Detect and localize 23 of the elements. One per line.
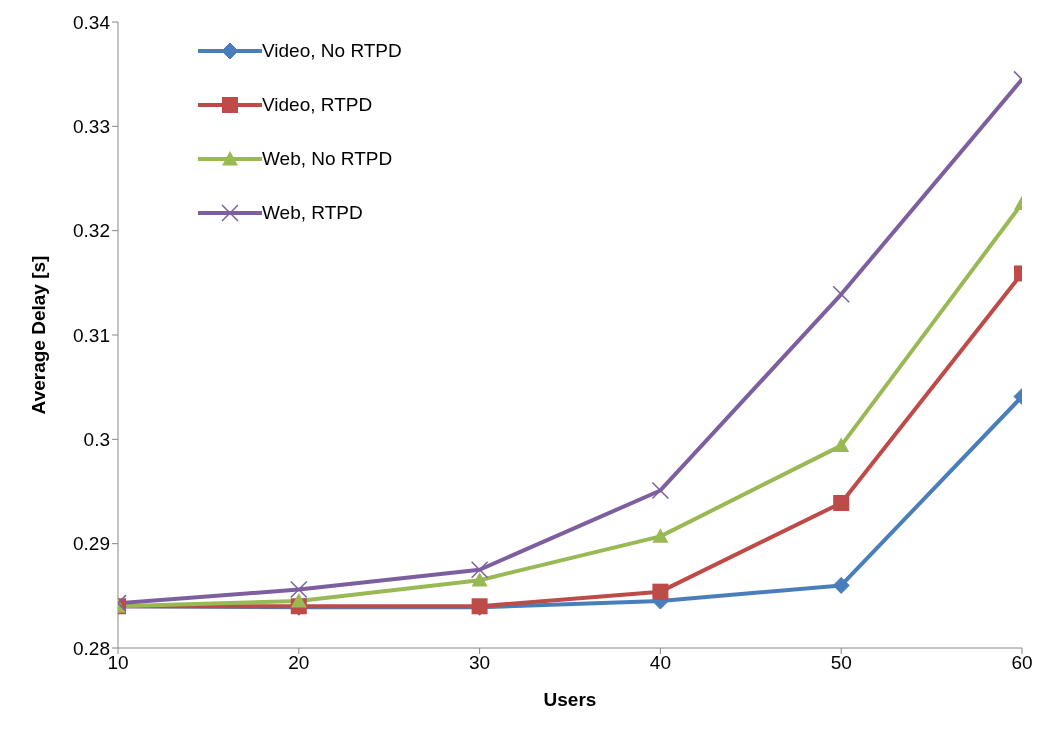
point [471,572,488,587]
y-tick-label: 0.33 [73,116,110,138]
legend-label: Web, RTPD [262,202,363,224]
point [652,583,669,600]
legend-label: Web, No RTPD [262,148,393,170]
x-tick-label: 20 [288,652,310,674]
y-tick-label: 0.34 [73,11,111,33]
y-tick-label: 0.3 [83,429,110,451]
x-axis-title: Users [543,689,597,710]
legend-label: Video, No RTPD [262,40,402,62]
x-tick-label: 50 [830,652,852,674]
x-tick-label: 40 [649,652,671,674]
point [652,528,669,543]
y-tick-label: 0.32 [73,220,110,242]
legend-label: Video, RTPD [262,94,373,116]
x-tick-label: 30 [469,652,491,674]
y-tick-label: 0.29 [73,533,110,555]
x-tick-label: 60 [1011,652,1033,674]
point [651,481,670,500]
y-axis-title: Average Delay [s] [27,255,49,415]
point [470,561,489,579]
y-tick-label: 0.28 [73,637,110,659]
y-tick-label: 0.31 [73,324,110,346]
